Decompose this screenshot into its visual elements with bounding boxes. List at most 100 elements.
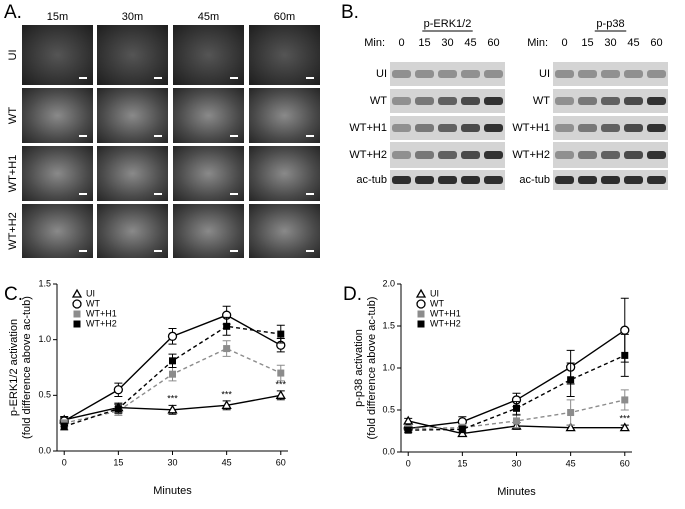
y-tick-label: 0.5 — [382, 404, 395, 414]
blot-band — [392, 124, 411, 132]
panel-label: A. — [4, 2, 22, 23]
lane-label: 45 — [464, 37, 476, 49]
scale-bar — [306, 135, 314, 137]
x-tick-label: 60 — [276, 457, 286, 467]
y-tick-label: 0.5 — [38, 390, 51, 400]
blot-band — [624, 124, 643, 132]
marker — [277, 330, 285, 338]
blot-band — [461, 97, 480, 105]
marker — [619, 422, 630, 432]
micrograph — [173, 204, 244, 258]
legend-marker — [417, 310, 425, 318]
blot-band — [601, 70, 620, 78]
micrograph — [22, 88, 93, 143]
x-tick-label: 15 — [457, 458, 467, 468]
blot-row-label: WT+H2 — [349, 149, 387, 161]
lane-label: 0 — [561, 37, 567, 49]
panel-label: B. — [341, 2, 359, 23]
micrograph — [249, 146, 320, 201]
lane-label: 30 — [441, 37, 453, 49]
x-tick-label: 30 — [511, 458, 521, 468]
blot-band — [624, 70, 643, 78]
legend-label: WT — [430, 298, 444, 308]
x-tick-label: 45 — [222, 457, 232, 467]
legend-marker — [73, 320, 81, 328]
column-label: 60m — [274, 11, 295, 23]
min-label: Min: — [364, 37, 385, 49]
legend-label: UI — [86, 288, 95, 298]
legend-label: WT+H1 — [86, 308, 117, 318]
y-tick-label: 1.5 — [38, 278, 51, 288]
legend-label: WT+H2 — [430, 318, 461, 328]
blot-strip — [553, 62, 668, 86]
marker — [275, 390, 286, 399]
micrograph — [22, 204, 93, 258]
marker — [223, 345, 231, 353]
blot-band — [601, 151, 620, 159]
blot-band — [555, 70, 574, 78]
blot-band — [578, 151, 597, 159]
blot-band — [624, 97, 643, 105]
legend-label: UI — [430, 288, 439, 298]
marker — [621, 396, 629, 404]
legend-marker — [72, 299, 82, 309]
blot-band — [647, 151, 666, 159]
micrograph — [97, 204, 168, 258]
blot-band — [438, 176, 457, 184]
y-tick-label: 1.0 — [38, 334, 51, 344]
row-label: WT+H2 — [7, 212, 19, 250]
scale-bar — [79, 250, 87, 252]
lane-label: 0 — [398, 37, 404, 49]
blot-band — [647, 70, 666, 78]
micrograph — [249, 25, 320, 85]
blot-band — [415, 176, 434, 184]
micrograph — [173, 25, 244, 85]
x-tick-label: 15 — [113, 457, 123, 467]
blot-band — [438, 151, 457, 159]
blot-strip — [390, 62, 505, 86]
marker — [458, 425, 466, 433]
scale-bar — [79, 77, 87, 79]
blot-row-label: ac-tub — [356, 174, 387, 186]
micrograph — [97, 146, 168, 201]
panel-label: D. — [343, 284, 362, 305]
panel-label: C. — [4, 284, 23, 305]
blot-band — [392, 70, 411, 78]
blot-band — [415, 124, 434, 132]
legend-marker — [416, 299, 426, 309]
blot-row-label: WT — [370, 95, 387, 107]
x-axis-label: Minutes — [497, 486, 536, 498]
blot-band — [461, 70, 480, 78]
blot-band — [624, 151, 643, 159]
lane-label: 60 — [650, 37, 662, 49]
blot-band — [578, 124, 597, 132]
scale-bar — [230, 77, 238, 79]
scale-bar — [154, 135, 162, 137]
blot-band — [484, 151, 503, 159]
column-label: 45m — [198, 11, 219, 23]
y-tick-label: 1.5 — [382, 320, 395, 330]
marker — [404, 426, 412, 434]
scale-bar — [230, 250, 238, 252]
micrograph — [249, 88, 320, 143]
y-axis-label: p-ERK1/2 activation — [8, 319, 20, 416]
blot-row-label: WT+H1 — [512, 122, 550, 134]
scale-bar — [230, 193, 238, 195]
micrograph — [22, 25, 93, 85]
y-tick-label: 2.0 — [382, 278, 395, 288]
micrograph — [249, 204, 320, 258]
x-tick-label: 0 — [406, 458, 411, 468]
lane-label: 15 — [581, 37, 593, 49]
scale-bar — [154, 193, 162, 195]
blot-band — [601, 124, 620, 132]
blot-band — [555, 151, 574, 159]
legend-marker — [415, 288, 427, 298]
annotation: *** — [276, 379, 287, 389]
blot-band — [555, 124, 574, 132]
y-tick-label: 1.0 — [382, 362, 395, 372]
blot-band — [647, 124, 666, 132]
scale-bar — [154, 77, 162, 79]
micrograph — [173, 146, 244, 201]
blot-row-label: WT+H1 — [349, 122, 387, 134]
